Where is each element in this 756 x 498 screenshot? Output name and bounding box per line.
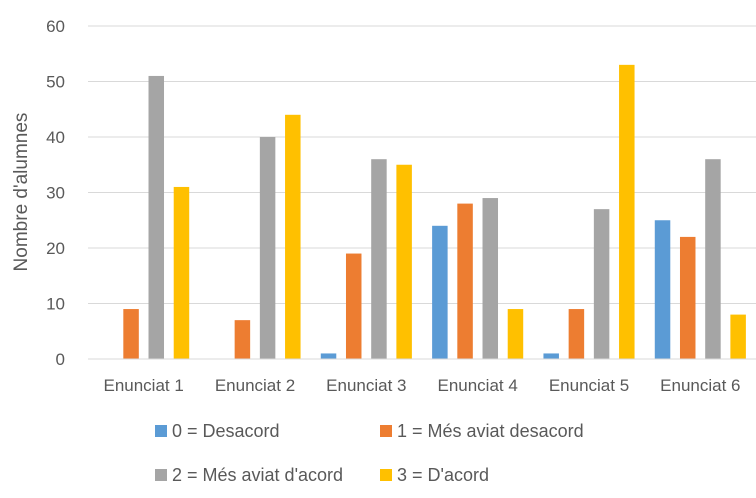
bar <box>432 225 448 359</box>
bar <box>371 159 387 359</box>
legend-label: 0 = Desacord <box>172 421 280 441</box>
y-axis-label: Nombre d'alumnes <box>11 113 32 272</box>
bar <box>345 253 362 359</box>
bars <box>123 64 746 359</box>
bar <box>173 186 190 359</box>
bar <box>234 320 251 359</box>
legend-swatch <box>155 469 167 481</box>
bar <box>259 137 276 359</box>
bar <box>568 309 585 359</box>
bar <box>679 236 696 359</box>
x-tick-label: Enunciat 5 <box>549 376 629 395</box>
bar <box>507 309 524 359</box>
y-tick-label: 30 <box>46 184 65 203</box>
y-axis-ticks: 0 10 20 30 40 50 60 <box>46 17 65 369</box>
legend-swatch <box>155 425 167 437</box>
bar <box>457 203 473 359</box>
bar <box>654 220 671 359</box>
legend-swatch <box>380 425 392 437</box>
x-tick-label: Enunciat 4 <box>437 376 517 395</box>
legend: 0 = Desacord 1 = Més aviat desacord 2 = Mé… <box>155 421 584 485</box>
bar <box>619 64 635 359</box>
bar <box>148 75 165 359</box>
bar <box>320 353 337 359</box>
legend-label: 2 = Més aviat d'acord <box>172 465 343 485</box>
bar <box>705 159 721 359</box>
bar <box>543 353 559 359</box>
bar <box>396 164 412 359</box>
bar <box>593 209 610 359</box>
x-tick-label: Enunciat 2 <box>215 376 295 395</box>
y-tick-label: 10 <box>46 295 65 314</box>
legend-label: 1 = Més aviat desacord <box>397 421 584 441</box>
x-axis-ticks: Enunciat 1 Enunciat 2 Enunciat 3 Enunciat 4… <box>103 376 740 395</box>
bar <box>482 198 499 359</box>
y-tick-label: 60 <box>46 17 65 36</box>
y-tick-label: 20 <box>46 239 65 258</box>
y-tick-label: 40 <box>46 128 65 147</box>
legend-label: 3 = D'acord <box>397 465 489 485</box>
x-tick-label: Enunciat 1 <box>103 376 183 395</box>
y-tick-label: 0 <box>56 350 65 369</box>
y-tick-label: 50 <box>46 73 65 92</box>
bar <box>123 309 139 359</box>
gridlines <box>88 25 756 304</box>
x-tick-label: Enunciat 3 <box>326 376 406 395</box>
bar <box>285 114 301 359</box>
x-tick-label: Enunciat 6 <box>660 376 740 395</box>
bar <box>730 314 746 359</box>
legend-swatch <box>380 469 392 481</box>
